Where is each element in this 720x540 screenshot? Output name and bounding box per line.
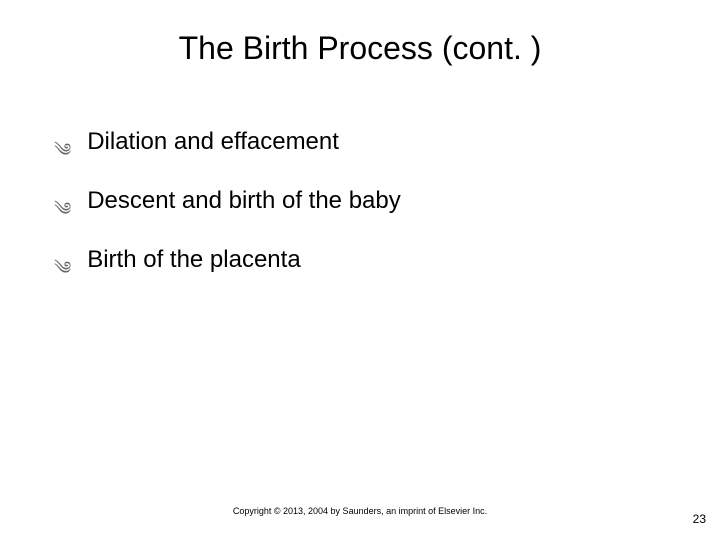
slide: { "title": "The Birth Process (cont. )",… bbox=[0, 0, 720, 540]
bullet-text: Descent and birth of the baby bbox=[87, 187, 401, 215]
copyright-text: Copyright © 2013, 2004 by Saunders, an i… bbox=[0, 506, 720, 516]
bullet-item: ༄ Dilation and effacement bbox=[54, 128, 401, 181]
page-number: 23 bbox=[693, 512, 706, 526]
slide-title: The Birth Process (cont. ) bbox=[0, 30, 720, 67]
bullet-item: ༄ Descent and birth of the baby bbox=[54, 187, 401, 240]
bullet-list: ༄ Dilation and effacement ༄ Descent and … bbox=[54, 128, 401, 305]
bullet-text: Dilation and effacement bbox=[87, 128, 339, 156]
bullet-item: ༄ Birth of the placenta bbox=[54, 246, 401, 299]
bullet-icon: ༄ bbox=[54, 190, 71, 240]
bullet-icon: ༄ bbox=[54, 131, 71, 181]
bullet-icon: ༄ bbox=[54, 249, 71, 299]
bullet-text: Birth of the placenta bbox=[87, 246, 300, 274]
